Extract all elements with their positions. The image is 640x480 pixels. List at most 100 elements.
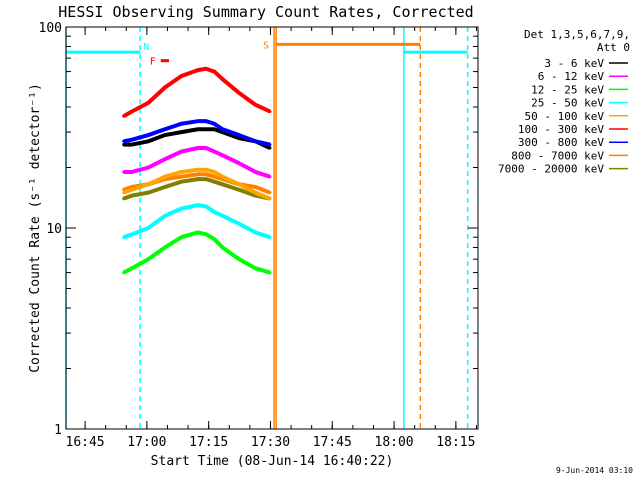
vertical-markers bbox=[65, 27, 469, 429]
footer-timestamp: 9-Jun-2014 03:10 bbox=[556, 466, 633, 475]
x-tick-label: 17:30 bbox=[251, 435, 290, 450]
plot-frame bbox=[65, 26, 479, 430]
data-point bbox=[237, 257, 241, 261]
data-point bbox=[212, 127, 216, 131]
data-point bbox=[130, 143, 134, 147]
data-point bbox=[204, 168, 208, 172]
data-point bbox=[254, 170, 258, 174]
data-point bbox=[212, 70, 216, 74]
data-point bbox=[122, 170, 126, 174]
data-point bbox=[196, 172, 200, 176]
data-point bbox=[163, 214, 167, 218]
data-point bbox=[221, 214, 225, 218]
data-point bbox=[196, 119, 200, 123]
data-point bbox=[212, 237, 216, 241]
data-point bbox=[130, 170, 134, 174]
series-line bbox=[123, 119, 271, 147]
data-point bbox=[163, 175, 167, 179]
data-point bbox=[204, 172, 208, 176]
data-point bbox=[221, 127, 225, 131]
data-point bbox=[212, 170, 216, 174]
data-point bbox=[196, 168, 200, 172]
flag-lines: NF S bbox=[66, 40, 468, 68]
series-line bbox=[123, 127, 271, 150]
legend-entry-label: 100 - 300 keV bbox=[518, 123, 604, 136]
chart-title: HESSI Observing Summary Count Rates, Cor… bbox=[58, 3, 473, 21]
data-point bbox=[204, 146, 208, 150]
data-point bbox=[179, 130, 183, 134]
data-point bbox=[196, 127, 200, 131]
data-point bbox=[212, 180, 216, 184]
series-line bbox=[123, 146, 271, 179]
data-point bbox=[130, 188, 134, 192]
series-line bbox=[122, 177, 271, 201]
x-axis-label: Start Time (08-Jun-14 16:40:22) bbox=[151, 454, 394, 469]
data-point bbox=[146, 182, 150, 186]
series-line bbox=[122, 66, 271, 118]
data-point bbox=[196, 230, 200, 234]
data-point bbox=[163, 127, 167, 131]
data-point bbox=[179, 180, 183, 184]
data-point bbox=[268, 146, 272, 150]
data-point bbox=[146, 139, 150, 143]
data-point bbox=[254, 230, 258, 234]
data-point bbox=[179, 74, 183, 78]
data-point bbox=[204, 204, 208, 208]
legend-header: Att 0 bbox=[597, 41, 630, 54]
data-point bbox=[221, 182, 225, 186]
legend-entry-label: 6 - 12 keV bbox=[538, 70, 605, 83]
data-point bbox=[254, 139, 258, 143]
data-point bbox=[268, 143, 272, 147]
data-point bbox=[196, 177, 200, 181]
data-point bbox=[221, 153, 225, 157]
data-point bbox=[179, 175, 183, 179]
y-tick-label: 100 bbox=[39, 21, 62, 36]
data-point bbox=[146, 257, 150, 261]
legend-entry-label: 50 - 100 keV bbox=[525, 110, 605, 123]
series-line bbox=[122, 230, 271, 275]
series-layer bbox=[122, 66, 272, 275]
data-point bbox=[204, 177, 208, 181]
data-point bbox=[212, 150, 216, 154]
data-point bbox=[146, 101, 150, 105]
legend-entry-label: 800 - 7000 keV bbox=[511, 149, 604, 162]
x-tick-label: 17:45 bbox=[313, 435, 352, 450]
data-point bbox=[163, 157, 167, 161]
data-point bbox=[122, 271, 126, 275]
data-point bbox=[254, 185, 258, 189]
data-point bbox=[212, 175, 216, 179]
x-tick-label: 18:00 bbox=[375, 435, 414, 450]
x-tick-label: 16:45 bbox=[66, 435, 105, 450]
data-point bbox=[130, 109, 134, 113]
data-point bbox=[130, 266, 134, 270]
data-point bbox=[122, 139, 126, 143]
flag-label: F bbox=[150, 57, 156, 68]
data-point bbox=[268, 271, 272, 275]
data-point bbox=[122, 143, 126, 147]
data-point bbox=[146, 226, 150, 230]
x-axis: 16:45 17:00 17:15 17:30 17:45 18:00 18:15 bbox=[66, 27, 477, 450]
legend-entry-label: 3 - 6 keV bbox=[544, 57, 604, 70]
data-point bbox=[268, 191, 272, 195]
data-point bbox=[163, 185, 167, 189]
data-point bbox=[146, 133, 150, 137]
data-point bbox=[163, 245, 167, 249]
data-point bbox=[196, 68, 200, 72]
data-point bbox=[130, 194, 134, 198]
series-line bbox=[123, 167, 271, 201]
data-point bbox=[268, 109, 272, 113]
data-point bbox=[268, 197, 272, 201]
y-axis-label: Corrected Count Rate (s⁻¹ detector⁻¹) bbox=[28, 83, 43, 373]
y-tick-label: 1 bbox=[54, 423, 62, 438]
data-point bbox=[237, 91, 241, 95]
data-point bbox=[204, 232, 208, 236]
data-point bbox=[212, 122, 216, 126]
data-point bbox=[221, 175, 225, 179]
legend-entry-label: 7000 - 20000 keV bbox=[498, 163, 604, 176]
data-point bbox=[237, 161, 241, 165]
data-point bbox=[196, 146, 200, 150]
data-point bbox=[122, 235, 126, 239]
data-point bbox=[237, 133, 241, 137]
series-line bbox=[123, 203, 271, 240]
